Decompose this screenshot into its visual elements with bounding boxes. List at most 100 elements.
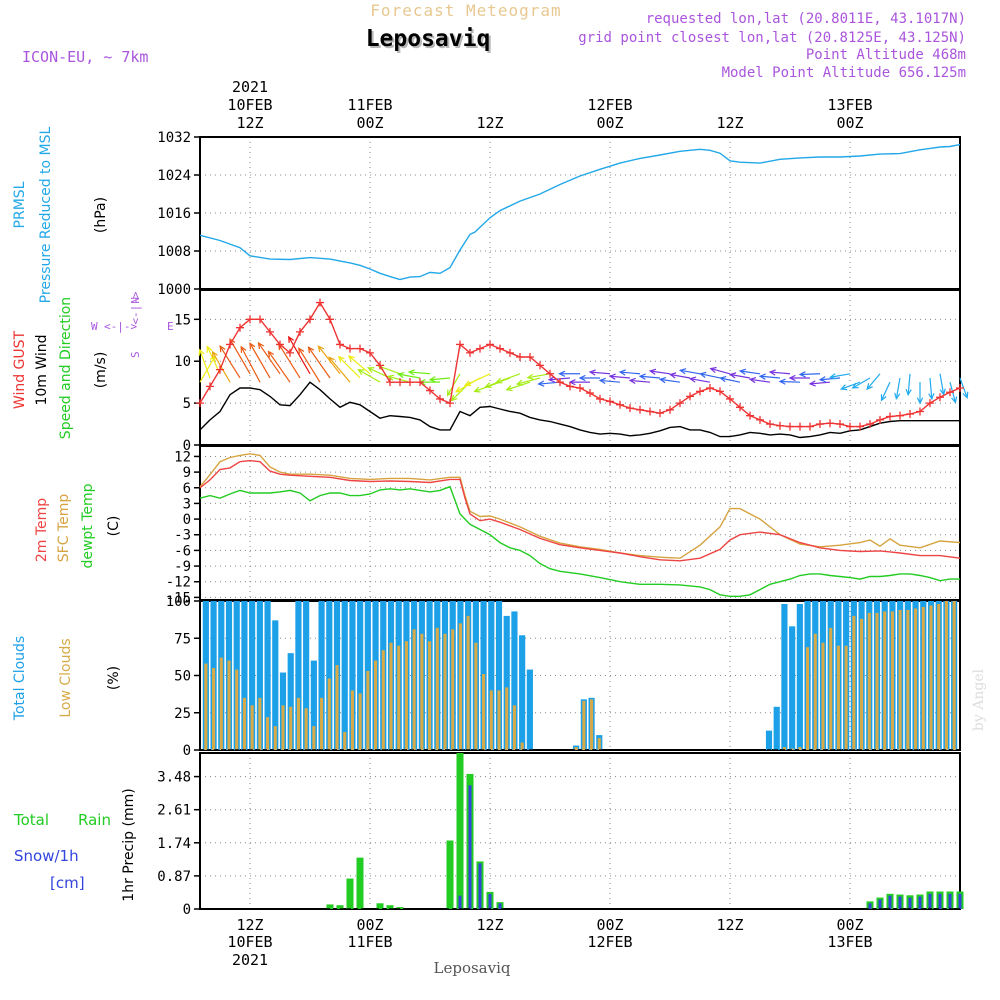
wind-arrow-head	[396, 371, 405, 379]
wind-arrow	[678, 368, 701, 375]
low-cloud-bar	[829, 627, 833, 750]
wind-arrow-shaft	[620, 371, 641, 375]
wind-arrow-shaft	[219, 345, 241, 379]
svg-text:E: E	[167, 320, 174, 333]
wind-arrow-shaft	[307, 346, 331, 379]
snow-bar	[868, 903, 872, 909]
ms-label: (m/s)	[93, 352, 109, 389]
snow-bar	[498, 903, 502, 909]
top-date-label: 13FEB	[827, 96, 872, 114]
wind-arrow	[628, 377, 651, 385]
low-cloud-bar	[343, 732, 347, 750]
title-shadow: Leposaviq	[368, 28, 493, 54]
wind-arrow	[598, 377, 621, 385]
gust-marker	[666, 405, 674, 414]
wind-arrow	[658, 376, 681, 384]
gust-marker	[256, 315, 264, 324]
wind-arrow	[288, 335, 311, 375]
bottom-hour-label: 12Z	[716, 916, 743, 934]
gust-marker	[596, 394, 604, 403]
wind-arrow-head	[357, 368, 365, 375]
snow-bar	[908, 897, 912, 909]
gust-marker	[636, 405, 644, 414]
low-cloud-bar	[906, 609, 910, 750]
low-cloud-bar	[466, 615, 470, 750]
wind-arrow-head	[851, 382, 859, 389]
gust-marker	[436, 394, 444, 403]
low-cloud-bar	[358, 693, 362, 750]
total-cloud-bar	[511, 611, 518, 750]
wind-arrow-shaft	[830, 373, 851, 378]
low-cloud-bar	[258, 697, 262, 750]
wind-arrow-shaft	[348, 355, 371, 375]
low-cloud-bar	[867, 612, 871, 750]
wind-arrow-head	[648, 368, 657, 375]
total-cloud-bar	[241, 601, 248, 750]
hpa-label: (hPa)	[93, 197, 109, 233]
wind-arrow	[198, 348, 211, 379]
clouds-ytick-label: 100	[166, 594, 191, 610]
wind-arrow-head	[588, 369, 596, 376]
wind-ytick-label: 0	[183, 438, 191, 454]
total-cloud-bar	[488, 601, 495, 750]
low-cloud-bar	[404, 641, 408, 750]
gust-marker	[376, 361, 384, 370]
rain-bar	[336, 905, 344, 909]
total-cloud-bar	[526, 669, 533, 750]
rain-bar	[346, 878, 354, 909]
wind-arrow	[905, 373, 912, 397]
wind-arrow-shaft	[199, 355, 216, 383]
temp-ytick-label: 0	[183, 512, 191, 528]
rain-bar	[356, 857, 364, 909]
svg-text:S: S	[129, 351, 142, 358]
gust-marker	[486, 340, 494, 349]
gust-marker	[456, 340, 464, 349]
total-cloud-bar	[256, 601, 263, 750]
gust-marker	[426, 386, 434, 395]
snow-bar	[888, 895, 892, 909]
gust-marker	[226, 340, 234, 349]
wind-arrow-head	[916, 397, 924, 405]
wind-arrow-shaft	[660, 378, 681, 383]
wind-arrow	[894, 377, 901, 401]
gust-marker	[506, 348, 514, 357]
dew-label: dewpt Temp	[80, 483, 96, 568]
wind-arrow-shaft	[464, 373, 491, 386]
gust-marker	[206, 382, 214, 391]
gust-marker	[716, 387, 724, 396]
wind-arrow-head	[495, 377, 503, 384]
total-cloud-bar	[341, 601, 348, 750]
wind-arrow-head	[798, 371, 806, 378]
temp-ytick-label: -6	[174, 543, 191, 559]
wind-arrow-shaft	[527, 373, 551, 379]
low-cloud-bar	[813, 633, 817, 750]
wind-arrow-shaft	[650, 370, 671, 375]
wind-arrow-head	[484, 382, 492, 389]
total-cloud-bar	[303, 601, 310, 750]
low-cloud-bar	[836, 645, 840, 750]
gust-marker	[406, 378, 414, 387]
bottom-date-label: 10FEB	[227, 933, 272, 951]
prmsl-label: PRMSL	[12, 181, 28, 228]
wind-arrow	[758, 373, 781, 380]
low-cloud-bar	[474, 642, 478, 750]
snow-bar	[928, 893, 932, 909]
wind-arrow	[428, 376, 451, 383]
snow-bar	[948, 893, 952, 909]
low-cloud-bar	[435, 627, 439, 750]
wind-arrow-shaft	[907, 373, 911, 395]
wind-arrow-shaft	[278, 343, 301, 379]
wind-arrow	[851, 377, 871, 389]
subtitle: Forecast Meteogram	[370, 1, 561, 20]
gust-marker	[766, 420, 774, 429]
total-clouds-label: Total Clouds	[12, 636, 28, 721]
wind-arrow-head	[688, 376, 697, 383]
gust-marker	[316, 298, 324, 307]
gust-marker	[776, 421, 784, 430]
low-cloud-bar	[597, 738, 601, 750]
total-cloud-bar	[765, 730, 773, 750]
wind-arrow-shaft	[810, 381, 831, 385]
wind-arrow-head	[317, 345, 325, 353]
snow-bar	[478, 863, 482, 909]
